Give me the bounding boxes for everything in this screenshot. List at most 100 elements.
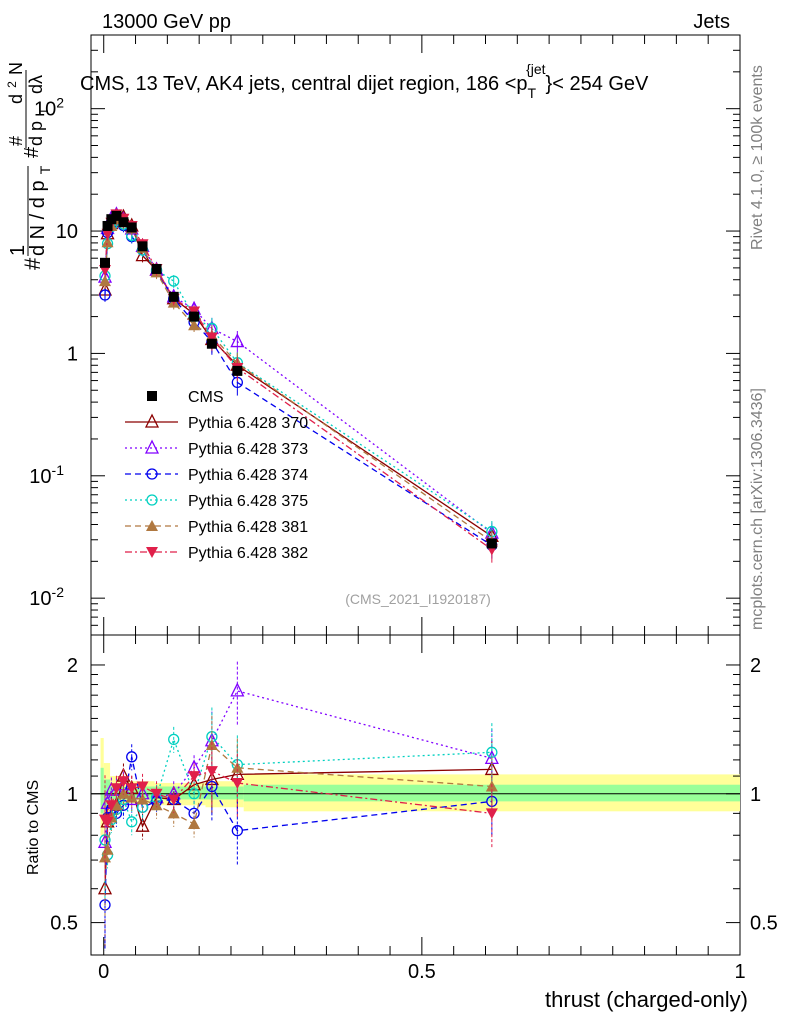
data-point [101, 228, 114, 240]
legend-label: Pythia 6.428 374 [188, 467, 308, 484]
data-point [118, 217, 129, 228]
ratio-point [485, 808, 498, 820]
legend-marker [146, 468, 158, 480]
ratio-point [117, 776, 130, 788]
legend-marker [144, 413, 160, 428]
ratio-point [486, 746, 498, 758]
ratio-point [136, 781, 149, 793]
legend-item: Pythia 6.428 381 [125, 519, 308, 536]
legend-marker [146, 547, 158, 558]
y-axis-label: # 1 d N / d p T # # d p T d 2 N dλ [0, 56, 55, 270]
x-axis-label: thrust (charged-only) [545, 987, 748, 1012]
data-point [205, 332, 218, 344]
data-point [111, 210, 122, 221]
band-green [100, 767, 104, 814]
data-point [189, 311, 200, 322]
legend-label: Pythia 6.428 381 [188, 519, 308, 536]
legend: CMS Pythia 6.428 370 Pythia 6.428 373 Pythi… [125, 389, 308, 562]
legend-marker [146, 494, 158, 506]
side-label-rivet: Rivet 4.1.0, ≥ 100k events [749, 65, 766, 250]
data-point [168, 291, 179, 302]
data-point [126, 222, 137, 233]
series-0 [99, 210, 497, 549]
data-point [106, 214, 117, 225]
header-energy: 13000 GeV pp [102, 11, 231, 33]
data-point [99, 257, 110, 268]
chart-title-tail: }< 254 GeV [546, 73, 650, 95]
series-line [104, 216, 493, 537]
data-point [232, 365, 243, 376]
x-axis-ticks: 0 0.5 1 [98, 35, 746, 983]
ratio-point [135, 817, 150, 832]
legend-item: Pythia 6.428 373 [125, 439, 308, 458]
chart-title-sup: {jet [526, 61, 546, 77]
y-tick-label: 102 [34, 95, 64, 121]
data-point [101, 236, 114, 248]
ratio-point [126, 816, 138, 828]
legend-label: Pythia 6.428 370 [188, 415, 308, 432]
series-line [104, 219, 493, 533]
ratio-point [231, 777, 244, 789]
uncertainty-bands [91, 738, 741, 836]
y-tick-label: 10-2 [29, 584, 64, 610]
legend-marker [146, 520, 158, 531]
ratio-point [110, 783, 123, 795]
ratio-series-group [97, 661, 499, 951]
ratio-point [101, 816, 114, 828]
ratio-line [104, 690, 493, 843]
ratio-tick-label: 2 [67, 655, 78, 677]
chart-title: CMS, 13 TeV, AK4 jets, central dijet reg… [80, 61, 649, 101]
ratio-point [125, 783, 138, 795]
main-series-group [97, 206, 499, 563]
ratio-series-6 [98, 741, 498, 879]
ratio-series-1 [97, 740, 499, 948]
ratio-series-5 [98, 715, 498, 916]
ratio-point [150, 799, 163, 811]
ratio-point [231, 761, 244, 773]
main-axis-ticks: 10-2 10-1 1 10 102 [29, 34, 740, 636]
data-point [137, 241, 148, 252]
data-point [151, 263, 162, 274]
chart-title-main: CMS, 13 TeV, AK4 jets, central dijet reg… [80, 73, 528, 95]
ratio-point [188, 771, 201, 783]
legend-label: Pythia 6.428 382 [188, 545, 308, 562]
ratio-point [105, 800, 118, 812]
ratio-tick-label-right: 2 [750, 655, 761, 677]
header-category: Jets [693, 11, 730, 33]
y-tick-label: 10 [56, 221, 78, 243]
legend-item: Pythia 6.428 374 [125, 467, 308, 484]
ratio-tick-label-right: 0.5 [750, 913, 778, 935]
legend-label: CMS [188, 389, 224, 406]
series-line [104, 213, 493, 534]
ratio-point [126, 751, 138, 763]
legend-item: Pythia 6.428 375 [125, 493, 308, 510]
ratio-point [150, 788, 163, 800]
x-tick-label: 0.5 [408, 961, 436, 983]
data-point [98, 275, 111, 287]
x-tick-label: 1 [734, 961, 745, 983]
ratio-y-label: Ratio to CMS [25, 780, 42, 875]
data-point [230, 333, 245, 348]
ratio-point [167, 794, 180, 806]
ratio-point [110, 799, 123, 811]
data-point [486, 538, 497, 549]
y-tick-label: 1 [67, 343, 78, 365]
svg-text:# 1 d N / d p: # 1 d N / d p T # # d p T d 2 N dλ [0, 56, 55, 270]
legend-label: Pythia 6.428 373 [188, 441, 308, 458]
legend-marker [147, 391, 157, 401]
ratio-point [205, 766, 218, 778]
ratio-point [187, 776, 202, 791]
ratio-point [117, 787, 130, 799]
ratio-tick-label: 1 [67, 784, 78, 806]
legend-label: Pythia 6.428 375 [188, 493, 308, 510]
ratio-point [101, 843, 114, 855]
data-point [188, 319, 201, 331]
ratio-point [230, 682, 245, 697]
legend-item: Pythia 6.428 382 [125, 545, 308, 562]
ratio-tick-label-right: 1 [750, 784, 761, 806]
ratio-axis-ticks: 0.5 0.5 1 1 2 2 [50, 655, 778, 935]
ratio-point [206, 780, 218, 793]
ratio-tick-label: 0.5 [50, 913, 78, 935]
legend-marker [144, 439, 160, 454]
